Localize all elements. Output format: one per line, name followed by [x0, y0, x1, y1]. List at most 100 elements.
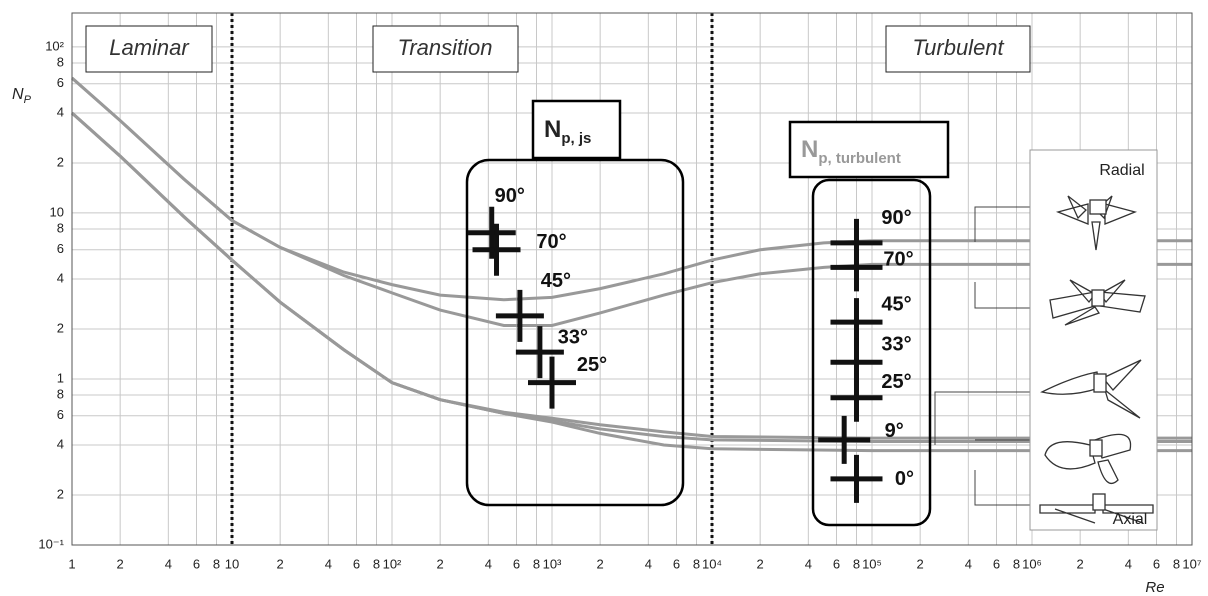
x-tick-label: 10³	[543, 556, 562, 571]
x-tick-label: 10	[225, 556, 239, 571]
x-axis-label: Re	[1145, 579, 1164, 596]
y-tick-label: 1	[57, 370, 64, 385]
y-tick-label: 2	[57, 486, 64, 501]
x-tick-label: 2	[1077, 556, 1084, 571]
cross-marker	[515, 326, 564, 379]
impeller-label: Axial	[1113, 511, 1148, 528]
x-tick-label: 2	[917, 556, 924, 571]
group-title-sub: p, turbulent	[818, 150, 901, 167]
impeller-label: Radial	[1099, 162, 1144, 179]
arrow	[974, 470, 1030, 506]
regime-box	[85, 25, 213, 73]
x-tick-label: 6	[993, 556, 1000, 571]
point-label: 25°	[881, 371, 911, 393]
x-tick-label: 8	[213, 556, 220, 571]
y-tick-label: 10²	[45, 38, 64, 53]
point-label: 9°	[885, 420, 904, 442]
cross-marker	[472, 223, 521, 276]
x-tick-label: 2	[117, 556, 124, 571]
cross-marker	[528, 356, 576, 409]
x-tick-label: 8	[693, 556, 700, 571]
cross-marker	[495, 289, 544, 342]
cross-marker	[830, 243, 883, 292]
group-title-main: N	[801, 136, 818, 163]
group-title-box	[531, 99, 622, 160]
x-tick-label: 2	[277, 556, 284, 571]
arrow	[934, 391, 1030, 445]
x-tick-label: 10⁶	[1022, 556, 1042, 571]
regime-label: Turbulent	[912, 35, 1004, 60]
point-label: 70°	[536, 231, 566, 253]
point-label: 45°	[541, 270, 571, 292]
x-tick-label: 6	[353, 556, 360, 571]
x-tick-label: 4	[165, 556, 172, 571]
x-tick-label: 8	[373, 556, 380, 571]
point-label: 33°	[881, 334, 911, 356]
x-tick-label: 4	[1125, 556, 1132, 571]
cross-marker	[818, 415, 871, 464]
x-tick-label: 10⁴	[702, 556, 722, 571]
point-label: 45°	[881, 293, 911, 315]
x-tick-label: 10²	[383, 556, 402, 571]
point-label: 25°	[577, 354, 607, 376]
x-tick-label: 4	[485, 556, 492, 571]
regime-label: Transition	[398, 35, 493, 60]
point-label: 0°	[895, 468, 914, 490]
y-axis-label-main: N	[12, 86, 24, 103]
cross-marker	[830, 373, 883, 422]
y-tick-label: 8	[57, 386, 64, 401]
regime-label: Laminar	[109, 35, 190, 60]
x-tick-label: 4	[645, 556, 652, 571]
impeller-hydrofoil	[1040, 359, 1142, 419]
y-tick-label: 4	[57, 270, 64, 285]
y-tick-label: 6	[57, 407, 64, 422]
x-tick-label: 6	[833, 556, 840, 571]
impeller-radial	[1055, 195, 1138, 251]
impeller-axial	[1039, 493, 1154, 524]
group-title: Np, turbulent	[801, 136, 901, 167]
arrow	[974, 206, 1030, 242]
x-tick-label: 10⁵	[862, 556, 882, 571]
y-tick-label: 10	[50, 204, 64, 219]
regime-box	[372, 25, 519, 73]
x-tick-label: 6	[513, 556, 520, 571]
x-tick-label: 1	[68, 556, 75, 571]
x-tick-label: 4	[325, 556, 332, 571]
point-label: 90°	[495, 185, 525, 207]
y-tick-label: 4	[57, 104, 64, 119]
cross-marker	[830, 454, 883, 503]
point-label: 33°	[558, 326, 588, 348]
y-tick-label: 6	[57, 75, 64, 90]
x-tick-label: 6	[673, 556, 680, 571]
curve	[71, 76, 1192, 327]
y-axis-label-sub: P	[24, 94, 32, 106]
y-tick-label: 2	[57, 320, 64, 335]
regime-box	[885, 25, 1031, 73]
y-tick-label: 10⁻¹	[38, 536, 64, 551]
plot-frame	[71, 12, 1193, 546]
y-tick-label: 4	[57, 436, 64, 451]
x-tick-label: 2	[757, 556, 764, 571]
x-tick-label: 4	[965, 556, 972, 571]
cross-marker	[830, 298, 883, 347]
y-tick-label: 8	[57, 54, 64, 69]
group-title-box	[788, 120, 950, 179]
points: 90° 70° 45° 33° 25° 90° 70° 45° 33° 25° 9° 0°	[467, 185, 914, 503]
y-tick-label: 8	[57, 220, 64, 235]
x-tick-label: 4	[805, 556, 812, 571]
y-tick-label: 2	[57, 154, 64, 169]
x-tick-label: 2	[597, 556, 604, 571]
group-title-sub: p, js	[561, 130, 591, 147]
impeller-pitched	[1049, 279, 1146, 326]
x-tick-label: 8	[533, 556, 540, 571]
arrows	[934, 206, 1030, 506]
group-frame	[465, 158, 685, 507]
x-tick-label: 8	[1173, 556, 1180, 571]
x-tick-label: 6	[1153, 556, 1160, 571]
group-title: Np, js	[544, 116, 591, 147]
x-tick-label: 2	[437, 556, 444, 571]
x-tick-label: 10⁷	[1182, 556, 1201, 571]
group-title-main: N	[544, 116, 561, 143]
point-label: 70°	[883, 249, 913, 271]
